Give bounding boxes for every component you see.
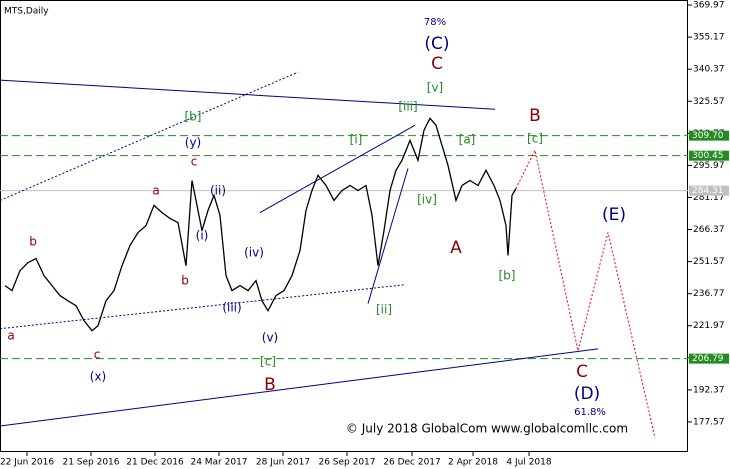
wave-label: (E) bbox=[602, 205, 626, 225]
wave-label: (C) bbox=[424, 34, 449, 54]
wave-label: C bbox=[576, 362, 588, 382]
wave-label: B bbox=[529, 106, 541, 126]
trendline bbox=[367, 168, 409, 304]
level-label: 284.31 bbox=[692, 186, 724, 196]
x-tick-label: 26 Sep 2017 bbox=[318, 458, 375, 468]
y-tick-label: 221.97 bbox=[693, 321, 725, 331]
wave-label: [b] bbox=[499, 269, 516, 283]
wave-label: c bbox=[191, 155, 198, 169]
level-label: 309.70 bbox=[692, 131, 724, 141]
price-line bbox=[4, 117, 517, 332]
plot-frame bbox=[0, 0, 688, 452]
wave-label: b bbox=[29, 235, 37, 249]
wave-label: (ii) bbox=[210, 184, 226, 198]
wave-label: a bbox=[152, 184, 159, 198]
x-tick-label: 24 Mar 2017 bbox=[190, 458, 247, 468]
trendline bbox=[259, 124, 416, 214]
x-tick-label: 26 Dec 2017 bbox=[383, 458, 441, 468]
wave-label: [iv] bbox=[417, 193, 437, 207]
x-tick-label: 22 Jun 2016 bbox=[0, 458, 54, 468]
x-tick-label: 21 Dec 2016 bbox=[126, 458, 184, 468]
trendline bbox=[0, 79, 496, 110]
x-tick-label: 4 Jul 2018 bbox=[506, 458, 551, 468]
wave-label: [c] bbox=[527, 132, 543, 146]
y-tick-label: 266.37 bbox=[693, 225, 725, 235]
wave-label: C bbox=[431, 54, 443, 74]
trendline bbox=[0, 348, 599, 427]
wave-label: a bbox=[7, 329, 14, 343]
wave-label: [i] bbox=[350, 133, 363, 147]
wave-label: (iv) bbox=[244, 246, 264, 260]
wave-label: [b] bbox=[185, 110, 202, 124]
wave-label: b bbox=[181, 274, 189, 288]
x-tick-label: 2 Apr 2018 bbox=[448, 458, 498, 468]
wave-label: [v] bbox=[427, 81, 443, 95]
x-tick-label: 28 Jun 2017 bbox=[256, 458, 310, 468]
wave-label: A bbox=[450, 238, 462, 258]
wave-label: [c] bbox=[260, 355, 276, 369]
y-tick-label: 355.17 bbox=[693, 33, 725, 43]
wave-label: (v) bbox=[262, 331, 278, 345]
wave-label: (i) bbox=[196, 229, 209, 243]
y-tick-label: 177.57 bbox=[693, 417, 725, 427]
level-label-box bbox=[689, 185, 729, 196]
wave-label: © July 2018 GlobalCom www.globalcomllc.c… bbox=[346, 422, 628, 436]
y-tick-label: 281.17 bbox=[693, 193, 725, 203]
wave-label: 61.8% bbox=[574, 407, 606, 418]
level-label-box bbox=[689, 353, 729, 364]
y-tick-label: 369.97 bbox=[693, 1, 725, 11]
level-label-box bbox=[689, 150, 729, 161]
wave-label: B bbox=[264, 375, 276, 395]
y-tick-label: 236.77 bbox=[693, 289, 725, 299]
y-tick-label: 192.37 bbox=[693, 385, 725, 395]
forecast-line bbox=[515, 148, 656, 439]
wave-label: (iii) bbox=[222, 301, 241, 315]
y-tick-label: 251.57 bbox=[693, 257, 725, 267]
chart-title: MTS,Daily bbox=[4, 7, 49, 17]
y-tick-label: 325.57 bbox=[693, 97, 725, 107]
wave-label: 78% bbox=[424, 17, 446, 28]
wave-label: [a] bbox=[459, 133, 476, 147]
level-label: 300.45 bbox=[692, 151, 724, 161]
x-tick-label: 21 Sep 2016 bbox=[62, 458, 119, 468]
y-tick-label: 295.97 bbox=[693, 161, 725, 171]
wave-label: c bbox=[94, 348, 101, 362]
level-label-box bbox=[689, 130, 729, 141]
wave-label: (x) bbox=[90, 370, 106, 384]
wave-label: (D) bbox=[574, 384, 600, 404]
wave-label: [iii] bbox=[398, 100, 417, 114]
wave-label: (y) bbox=[185, 136, 201, 150]
level-label: 206.79 bbox=[692, 354, 724, 364]
wave-label: [ii] bbox=[376, 303, 392, 317]
y-tick-label: 340.37 bbox=[693, 65, 725, 75]
